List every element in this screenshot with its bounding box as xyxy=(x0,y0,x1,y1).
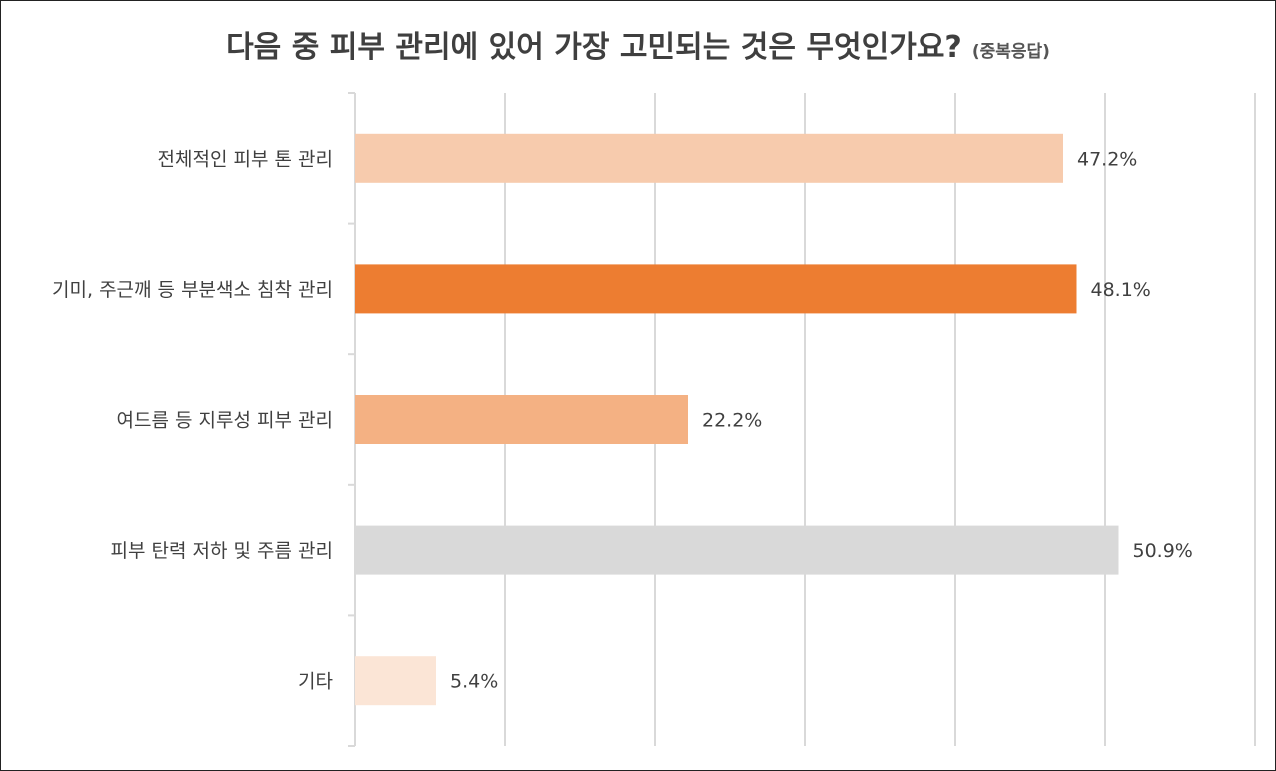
category-label-2: 기미, 주근깨 등 부분색소 침착 관리 xyxy=(52,279,333,301)
category-label-5: 기타 xyxy=(298,671,333,693)
chart-title-row: 다음 중 피부 관리에 있어 가장 고민되는 것은 무엇인가요? (중복응답) xyxy=(0,22,1276,66)
bar-1 xyxy=(355,133,1063,183)
category-label-4: 피부 탄력 저하 및 주름 관리 xyxy=(111,540,333,562)
value-label-2: 48.1% xyxy=(1091,279,1151,301)
category-label-1: 전체적인 피부 톤 관리 xyxy=(158,148,333,170)
gridlines xyxy=(504,93,1256,746)
category-axis xyxy=(348,92,356,747)
value-label-4: 50.9% xyxy=(1133,540,1193,562)
value-label-1: 47.2% xyxy=(1077,148,1137,170)
value-label-5: 5.4% xyxy=(450,671,498,693)
bars xyxy=(355,133,1119,706)
bar-3 xyxy=(355,395,688,444)
bar-5 xyxy=(355,656,436,706)
chart-subtitle: (중복응답) xyxy=(971,42,1050,62)
labels: 전체적인 피부 톤 관리 47.2% 기미, 주근깨 등 부분색소 침착 관리 48.… xyxy=(52,148,1193,692)
value-label-3: 22.2% xyxy=(702,410,762,432)
chart-title: 다음 중 피부 관리에 있어 가장 고민되는 것은 무엇인가요? xyxy=(226,30,962,65)
bar-4 xyxy=(355,525,1119,575)
category-label-3: 여드름 등 지루성 피부 관리 xyxy=(117,410,333,432)
bar-2 xyxy=(355,264,1077,314)
